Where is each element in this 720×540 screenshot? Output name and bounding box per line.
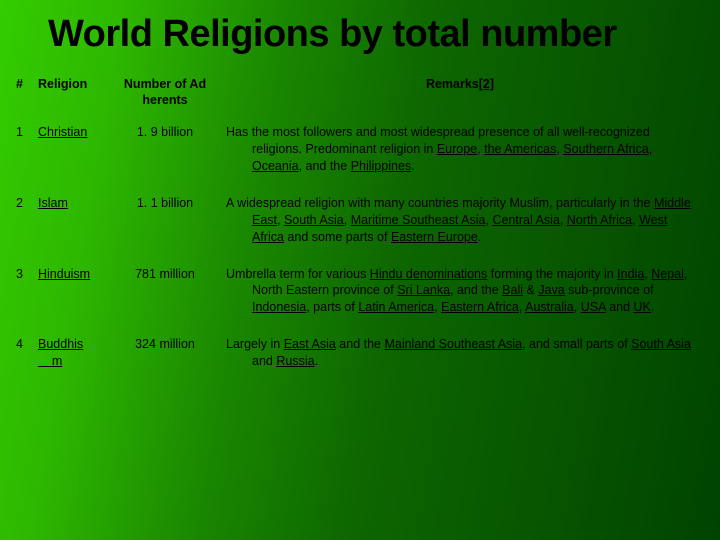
cell-remarks: Has the most followers and most widespre… — [220, 118, 700, 189]
link-russia[interactable]: Russia — [276, 354, 314, 368]
table-row: 3 Hinduism 781 million Umbrella term for… — [14, 260, 700, 331]
cell-religion: Christian — [32, 118, 110, 189]
link-indonesia[interactable]: Indonesia — [252, 300, 306, 314]
link-sri-lanka[interactable]: Sri Lanka — [397, 283, 450, 297]
table-row: 1 Christian 1. 9 billion Has the most fo… — [14, 118, 700, 189]
cell-adherents: 781 million — [110, 260, 220, 331]
header-adherents: Number of Adherents — [110, 72, 220, 119]
table-row: 2 Islam 1. 1 billion A widespread religi… — [14, 189, 700, 260]
link-hindu-denom[interactable]: Hindu denominations — [370, 267, 487, 281]
table-row: 4 Buddhis m 324 million Largely in East … — [14, 330, 700, 384]
link-india[interactable]: India — [617, 267, 644, 281]
cell-num: 2 — [14, 189, 32, 260]
religions-table: # Religion Number of Adherents Remarks[2… — [14, 72, 700, 384]
religion-link[interactable]: Hinduism — [38, 267, 90, 281]
link-mainland-sea[interactable]: Mainland Southeast Asia — [384, 337, 522, 351]
header-remarks: Remarks[2] — [220, 72, 700, 119]
link-philippines[interactable]: Philippines — [351, 159, 411, 173]
link-central-asia[interactable]: Central Asia — [492, 213, 559, 227]
cell-num: 1 — [14, 118, 32, 189]
header-num: # — [14, 72, 32, 119]
cell-remarks: Largely in East Asia and the Mainland So… — [220, 330, 700, 384]
religion-link[interactable]: Christian — [38, 125, 87, 139]
link-oceania[interactable]: Oceania — [252, 159, 299, 173]
religion-link[interactable]: Islam — [38, 196, 68, 210]
link-north-africa[interactable]: North Africa — [567, 213, 632, 227]
link-nepal[interactable]: Nepal — [651, 267, 684, 281]
link-uk[interactable]: UK — [634, 300, 651, 314]
link-usa[interactable]: USA — [581, 300, 606, 314]
link-maritime-sea[interactable]: Maritime Southeast Asia — [351, 213, 486, 227]
cell-religion: Buddhis m — [32, 330, 110, 384]
link-australia[interactable]: Australia — [525, 300, 574, 314]
cell-num: 4 — [14, 330, 32, 384]
cell-remarks: A widespread religion with many countrie… — [220, 189, 700, 260]
cell-remarks: Umbrella term for various Hindu denomina… — [220, 260, 700, 331]
table-header-row: # Religion Number of Adherents Remarks[2… — [14, 72, 700, 119]
religion-link[interactable]: Buddhis m — [38, 337, 83, 368]
table-container: # Religion Number of Adherents Remarks[2… — [0, 68, 720, 384]
cell-num: 3 — [14, 260, 32, 331]
link-east-asia[interactable]: East Asia — [284, 337, 336, 351]
remarks-ref-link[interactable]: [2] — [479, 77, 494, 91]
link-southern-africa[interactable]: Southern Africa — [563, 142, 648, 156]
link-americas[interactable]: the Americas — [484, 142, 556, 156]
cell-religion: Islam — [32, 189, 110, 260]
link-latin-america[interactable]: Latin America — [358, 300, 434, 314]
link-south-asia[interactable]: South Asia — [284, 213, 344, 227]
link-south-asia-2[interactable]: South Asia — [631, 337, 691, 351]
link-eastern-africa[interactable]: Eastern Africa — [441, 300, 519, 314]
link-java[interactable]: Java — [538, 283, 564, 297]
cell-adherents: 1. 1 billion — [110, 189, 220, 260]
cell-adherents: 324 million — [110, 330, 220, 384]
link-europe[interactable]: Europe — [437, 142, 477, 156]
header-religion: Religion — [32, 72, 110, 119]
cell-religion: Hinduism — [32, 260, 110, 331]
link-eastern-europe[interactable]: Eastern Europe — [391, 230, 478, 244]
cell-adherents: 1. 9 billion — [110, 118, 220, 189]
page-title: World Religions by total number — [0, 0, 720, 68]
link-bali[interactable]: Bali — [502, 283, 523, 297]
